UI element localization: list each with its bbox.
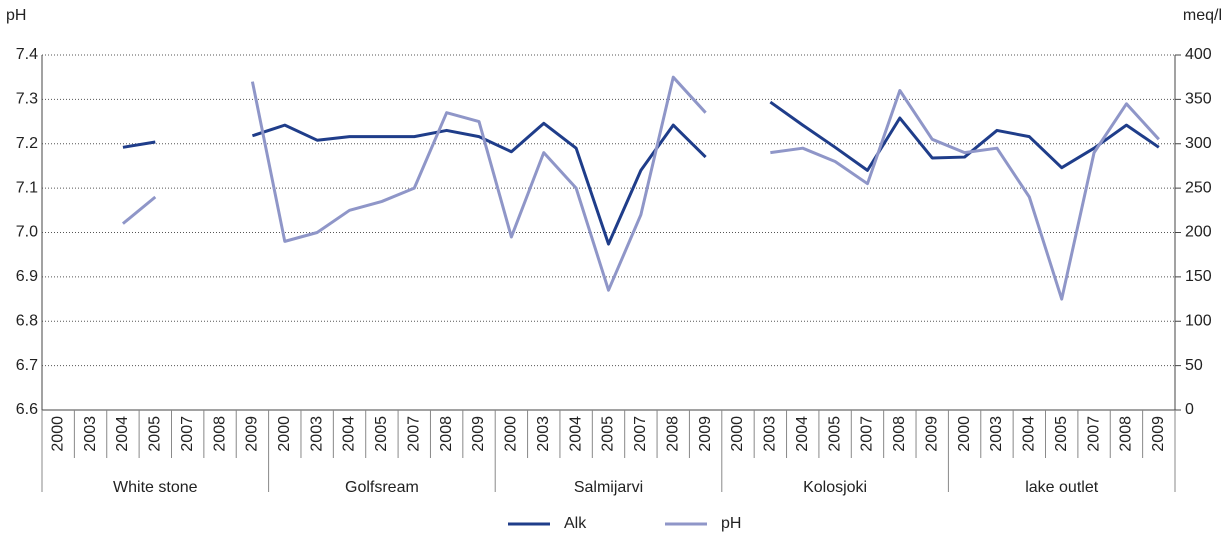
x-tick-label: 2005 — [826, 416, 843, 452]
x-tick-label: 2004 — [1021, 416, 1038, 452]
x-tick-label: 2005 — [147, 416, 164, 452]
y-tick-label: 6.8 — [16, 312, 38, 329]
y-tick-label: 7.4 — [16, 46, 38, 63]
x-tick-label: 2004 — [567, 416, 584, 452]
x-tick-label: 2009 — [697, 416, 714, 452]
group-label: lake outlet — [1025, 479, 1098, 496]
x-tick-label: 2007 — [179, 416, 196, 452]
y2-tick-label: 400 — [1185, 46, 1212, 63]
y2-tick-label: 300 — [1185, 135, 1212, 152]
x-tick-label: 2007 — [632, 416, 649, 452]
y2-tick-label: 50 — [1185, 357, 1203, 374]
y2-tick-label: 100 — [1185, 312, 1212, 329]
y-tick-label: 7.0 — [16, 224, 38, 241]
x-tick-label: 2003 — [988, 416, 1005, 452]
y-tick-label: 7.3 — [16, 91, 38, 108]
x-tick-label: 2007 — [859, 416, 876, 452]
x-tick-label: 2003 — [762, 416, 779, 452]
x-tick-label: 2005 — [600, 416, 617, 452]
x-tick-label: 2004 — [114, 416, 131, 452]
series-line — [250, 75, 707, 292]
x-tick-label: 2000 — [503, 416, 520, 452]
y2-tick-label: 0 — [1185, 401, 1194, 418]
group-label: Salmijarvi — [574, 479, 643, 496]
group-label: White stone — [113, 479, 198, 496]
x-tick-label: 2009 — [923, 416, 940, 452]
x-tick-label: 2005 — [1053, 416, 1070, 452]
x-tick-label: 2000 — [729, 416, 746, 452]
y-tick-label: 7.1 — [16, 179, 38, 196]
y-tick-label: 6.9 — [16, 268, 38, 285]
y-tick-label: 7.2 — [16, 135, 38, 152]
y2-axis-label: meq/l — [1183, 7, 1222, 24]
group-label: Kolosjoki — [803, 479, 867, 496]
x-tick-label: 2008 — [664, 416, 681, 452]
y2-tick-label: 250 — [1185, 179, 1212, 196]
x-tick-label: 2003 — [82, 416, 99, 452]
series-line — [769, 100, 1160, 172]
series-line — [121, 195, 157, 225]
x-tick-label: 2003 — [535, 416, 552, 452]
x-tick-label: 2009 — [244, 416, 261, 452]
x-tick-label: 2000 — [956, 416, 973, 452]
y-tick-label: 6.6 — [16, 401, 38, 418]
series-line — [122, 140, 156, 149]
x-tick-label: 2004 — [341, 416, 358, 452]
legend-label: Alk — [564, 515, 587, 532]
series-line — [251, 121, 707, 246]
y-tick-label: 6.7 — [16, 357, 38, 374]
x-tick-label: 2007 — [1085, 416, 1102, 452]
x-tick-label: 2004 — [794, 416, 811, 452]
x-tick-label: 2008 — [211, 416, 228, 452]
x-tick-label: 2007 — [405, 416, 422, 452]
group-label: Golfsream — [345, 479, 419, 496]
x-tick-label: 2000 — [49, 416, 66, 452]
y2-tick-label: 150 — [1185, 268, 1212, 285]
y2-tick-label: 350 — [1185, 91, 1212, 108]
x-tick-label: 2008 — [891, 416, 908, 452]
x-tick-label: 2009 — [1150, 416, 1167, 452]
x-tick-label: 2005 — [373, 416, 390, 452]
x-tick-label: 2008 — [438, 416, 455, 452]
x-tick-label: 2000 — [276, 416, 293, 452]
y2-tick-label: 200 — [1185, 224, 1212, 241]
x-tick-label: 2008 — [1118, 416, 1135, 452]
legend-label: pH — [721, 515, 741, 532]
x-tick-label: 2009 — [470, 416, 487, 452]
series-line — [770, 89, 1160, 301]
y-axis-label: pH — [6, 7, 26, 24]
x-tick-label: 2003 — [308, 416, 325, 452]
